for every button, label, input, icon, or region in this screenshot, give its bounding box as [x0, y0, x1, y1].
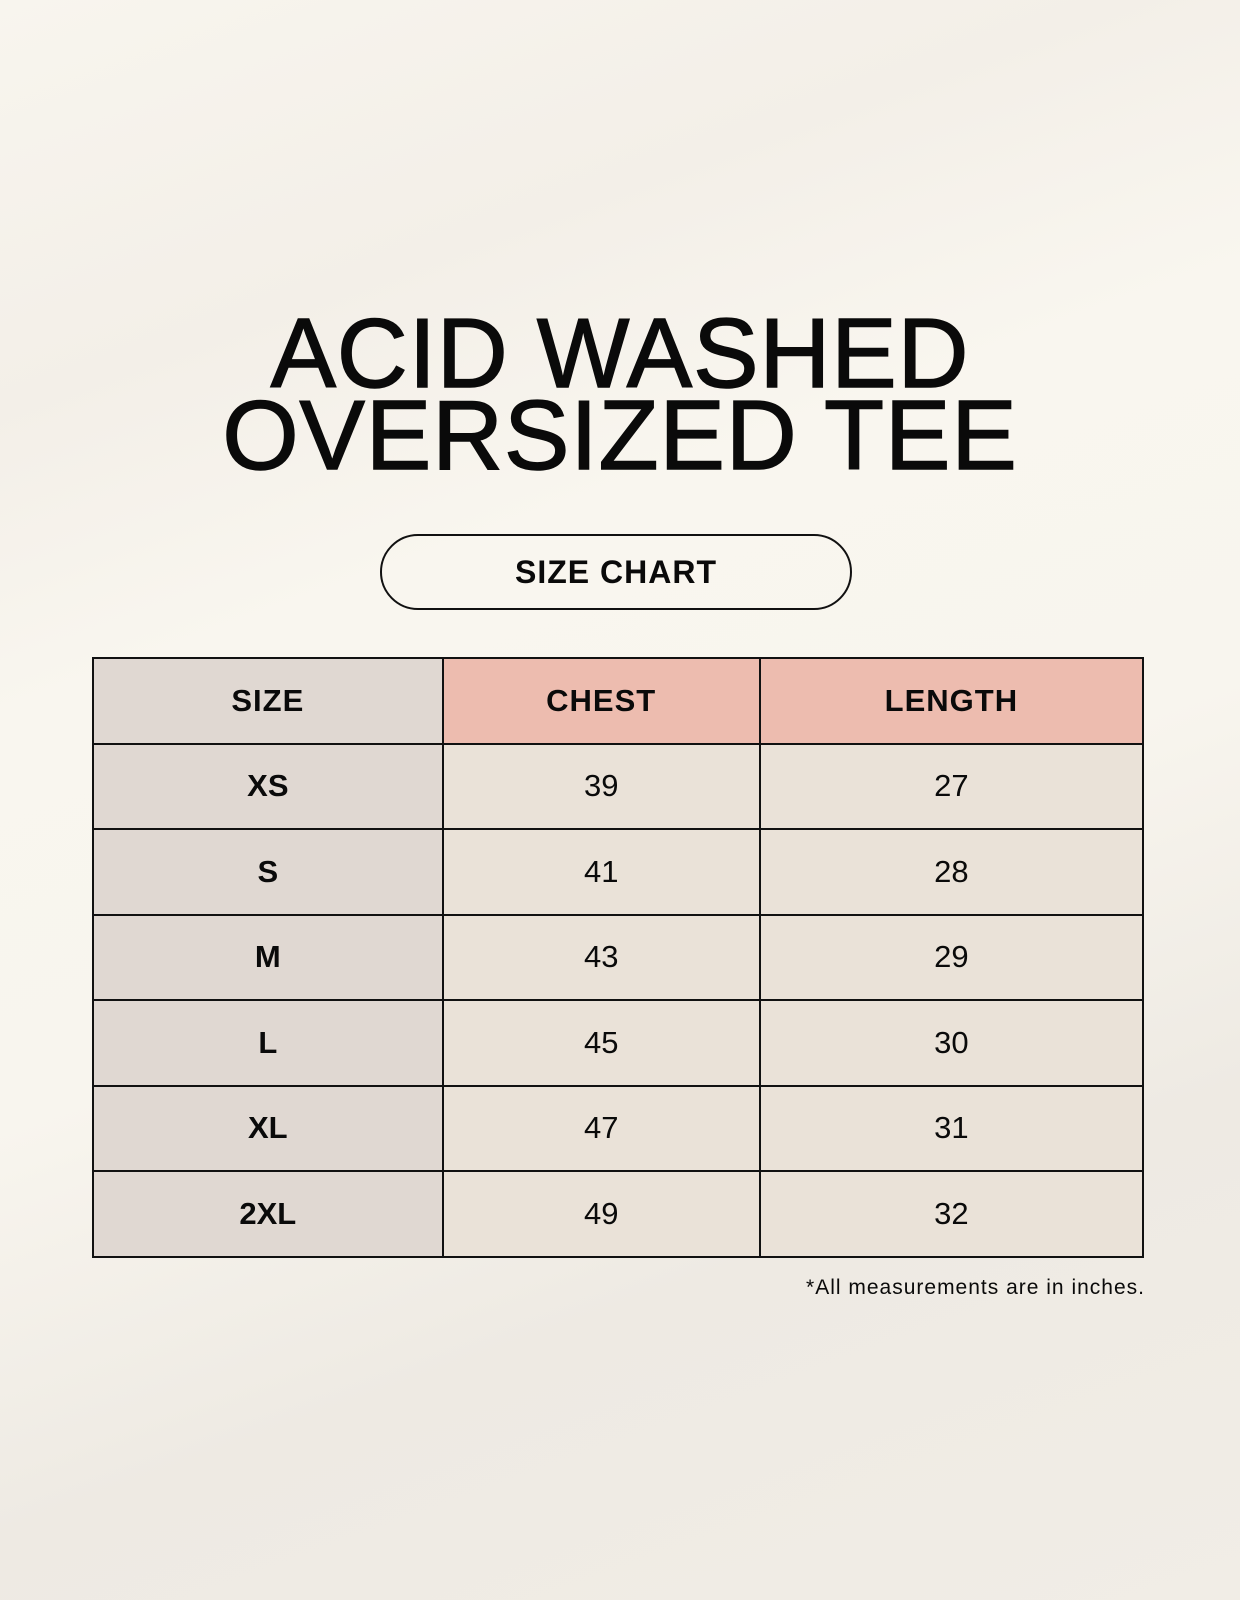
cell-size: XS — [92, 742, 444, 830]
cell-chest: 49 — [441, 1170, 761, 1258]
table-row: S 41 28 — [92, 828, 1145, 916]
cell-size: S — [92, 828, 444, 916]
cell-length: 30 — [758, 999, 1145, 1087]
header-chest: CHEST — [441, 657, 761, 745]
cell-length: 27 — [758, 742, 1145, 830]
size-table: SIZE CHEST LENGTH XS 39 27 S 41 28 M 43 29 L 45 30 X… — [92, 657, 1145, 1258]
cell-chest: 41 — [441, 828, 761, 916]
cell-size: M — [92, 913, 444, 1001]
table-row: XL 47 31 — [92, 1084, 1145, 1172]
title-line-2: OVERSIZED TEE — [222, 380, 1018, 490]
table-header-row: SIZE CHEST LENGTH — [92, 657, 1145, 745]
cell-chest: 47 — [441, 1084, 761, 1172]
cell-size: L — [92, 999, 444, 1087]
table-row: L 45 30 — [92, 999, 1145, 1087]
header-length: LENGTH — [758, 657, 1145, 745]
cell-length: 31 — [758, 1084, 1145, 1172]
table-row: M 43 29 — [92, 913, 1145, 1001]
cell-length: 28 — [758, 828, 1145, 916]
cell-length: 32 — [758, 1170, 1145, 1258]
cell-chest: 39 — [441, 742, 761, 830]
table-row: 2XL 49 32 — [92, 1170, 1145, 1258]
cell-chest: 45 — [441, 999, 761, 1087]
footnote: *All measurements are in inches. — [806, 1276, 1145, 1299]
size-chart-badge: SIZE CHART — [380, 534, 852, 610]
cell-size: XL — [92, 1084, 444, 1172]
page-title: ACID WASHED OVERSIZED TEE — [0, 298, 1240, 490]
title-line-1: ACID WASHED — [270, 298, 970, 408]
cell-length: 29 — [758, 913, 1145, 1001]
table-row: XS 39 27 — [92, 742, 1145, 830]
cell-chest: 43 — [441, 913, 761, 1001]
header-size: SIZE — [92, 657, 444, 745]
cell-size: 2XL — [92, 1170, 444, 1258]
